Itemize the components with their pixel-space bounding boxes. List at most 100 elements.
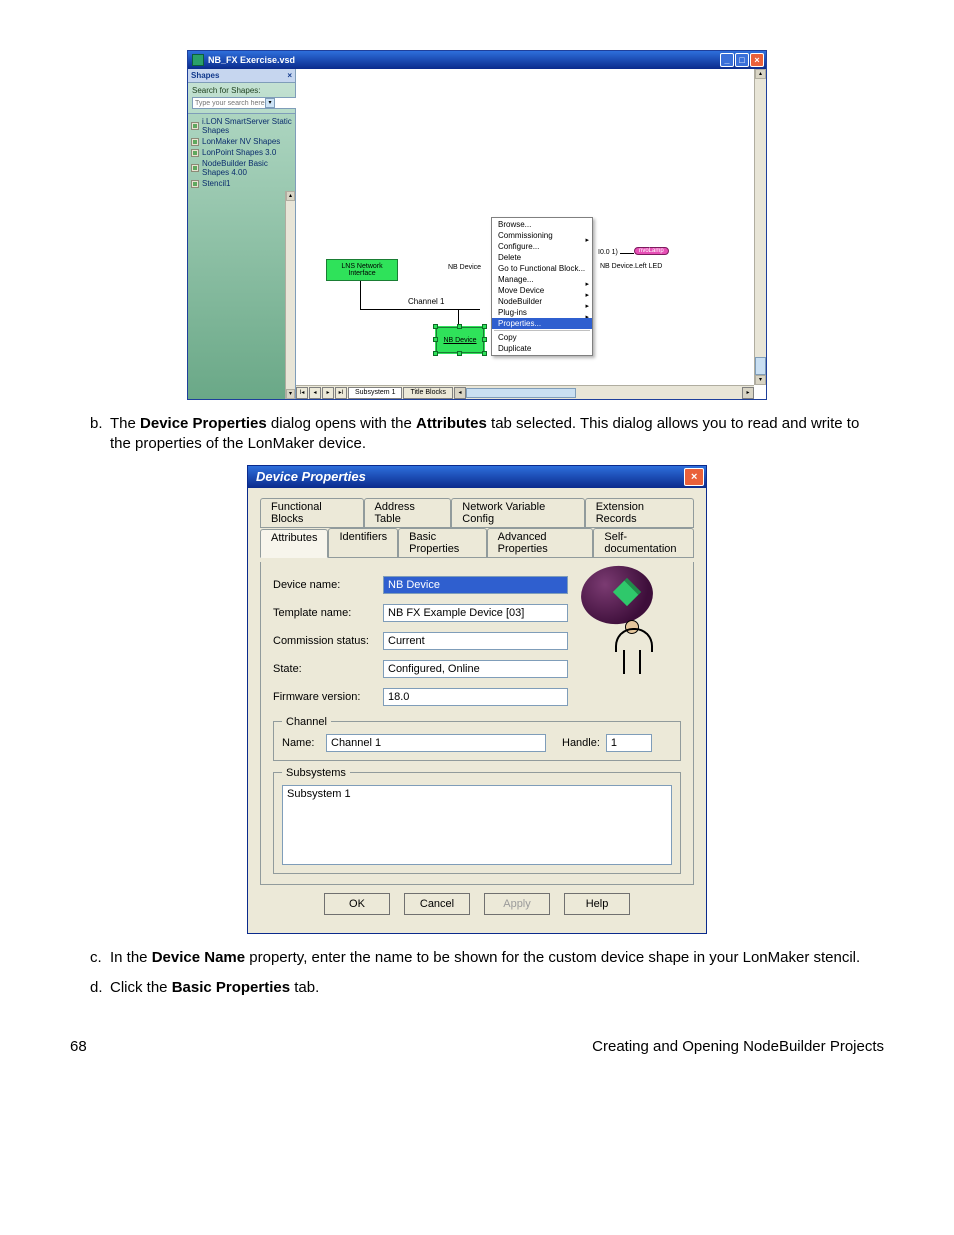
sheet-nav-next[interactable]: ▸: [322, 387, 334, 399]
resize-handle[interactable]: [482, 324, 487, 329]
scroll-thumb[interactable]: [466, 388, 576, 398]
device-name-input[interactable]: [383, 576, 568, 594]
scroll-up-icon[interactable]: ▴: [755, 69, 766, 79]
tab-attributes[interactable]: Attributes: [260, 529, 328, 558]
tab-self-doc[interactable]: Self-documentation: [593, 528, 694, 557]
resize-handle[interactable]: [482, 337, 487, 342]
tab-container: Functional Blocks Address Table Network …: [260, 498, 694, 558]
stencil-item[interactable]: LonMaker NV Shapes: [188, 136, 295, 147]
stencil-item[interactable]: i.LON SmartServer Static Shapes: [188, 116, 295, 136]
tab-functional-blocks[interactable]: Functional Blocks: [260, 498, 364, 527]
vertical-scrollbar[interactable]: ▴ ▾: [754, 69, 766, 385]
resize-handle[interactable]: [457, 351, 462, 356]
stencil-label: Stencil1: [202, 179, 230, 188]
ok-button[interactable]: OK: [324, 893, 390, 915]
minimize-button[interactable]: _: [720, 53, 734, 67]
template-name-input[interactable]: [383, 604, 568, 622]
tab-label: Network Variable Config: [462, 501, 545, 525]
resize-handle[interactable]: [433, 351, 438, 356]
tab-extension-records[interactable]: Extension Records: [585, 498, 694, 527]
commission-status-input[interactable]: [383, 632, 568, 650]
step-marker: c.: [90, 948, 110, 968]
stencil-item[interactable]: NodeBuilder Basic Shapes 4.00: [188, 158, 295, 178]
close-button[interactable]: ×: [750, 53, 764, 67]
stencil-icon: [191, 164, 199, 172]
help-button[interactable]: Help: [564, 893, 630, 915]
tab-identifiers[interactable]: Identifiers: [328, 528, 398, 557]
ctx-item-manage[interactable]: Manage...: [492, 274, 592, 285]
tab-address-table[interactable]: Address Table: [364, 498, 452, 527]
resize-handle[interactable]: [433, 324, 438, 329]
nv-pill[interactable]: nvoLamp: [634, 247, 669, 255]
shapes-scrollbar[interactable]: ▴ ▾: [285, 191, 295, 399]
stencil-icon: [191, 122, 199, 130]
shapes-search-area: Search for Shapes: ▾ →: [188, 83, 295, 114]
lns-interface-shape[interactable]: LNS Network Interface: [326, 259, 398, 281]
search-label: Search for Shapes:: [192, 86, 291, 95]
drawing-canvas[interactable]: LNS Network Interface NB Device Channel …: [296, 69, 766, 399]
ctx-item-plugins[interactable]: Plug-ins: [492, 307, 592, 318]
scroll-up-icon[interactable]: ▴: [286, 191, 295, 201]
ctx-item-duplicate[interactable]: Duplicate: [492, 343, 592, 354]
context-menu: Browse... Commissioning Configure... Del…: [491, 217, 593, 356]
ctx-item-goto-fb[interactable]: Go to Functional Block...: [492, 263, 592, 274]
state-input[interactable]: [383, 660, 568, 678]
tab-basic-properties[interactable]: Basic Properties: [398, 528, 486, 557]
visio-titlebar[interactable]: NB_FX Exercise.vsd _ □ ×: [188, 51, 766, 69]
ctx-label: NodeBuilder: [498, 297, 542, 306]
dialog-button-row: OK Cancel Apply Help: [260, 885, 694, 925]
search-dropdown-icon[interactable]: ▾: [265, 98, 275, 108]
sheet-nav-prev[interactable]: ◂: [309, 387, 321, 399]
tab-nv-config[interactable]: Network Variable Config: [451, 498, 584, 527]
channel-group: Channel Name: Handle:: [273, 716, 681, 761]
tab-label: Extension Records: [596, 501, 644, 525]
resize-handle[interactable]: [457, 324, 462, 329]
scroll-right-icon[interactable]: ▸: [742, 387, 754, 399]
ctx-item-browse[interactable]: Browse...: [492, 219, 592, 230]
sheet-nav-last[interactable]: ▸I: [335, 387, 347, 399]
ctx-item-nodebuilder[interactable]: NodeBuilder: [492, 296, 592, 307]
scroll-down-icon[interactable]: ▾: [286, 389, 295, 399]
nb-device-label: NB Device: [448, 264, 481, 271]
scroll-thumb[interactable]: [755, 357, 766, 375]
ctx-separator: [494, 330, 590, 331]
resize-handle[interactable]: [482, 351, 487, 356]
maximize-button[interactable]: □: [735, 53, 749, 67]
stencil-item[interactable]: Stencil1: [188, 178, 295, 189]
sheet-tab[interactable]: Title Blocks: [403, 387, 453, 399]
subsystems-list[interactable]: Subsystem 1: [282, 785, 672, 865]
cancel-button[interactable]: Cancel: [404, 893, 470, 915]
state-label: State:: [273, 663, 383, 675]
commission-status-label: Commission status:: [273, 635, 383, 647]
scroll-left-icon[interactable]: ◂: [454, 387, 466, 399]
apply-button[interactable]: Apply: [484, 893, 550, 915]
dialog-titlebar[interactable]: Device Properties ×: [248, 466, 706, 488]
shapes-pane-header: Shapes ×: [188, 69, 295, 83]
scroll-down-icon[interactable]: ▾: [755, 375, 766, 385]
ctx-item-configure[interactable]: Configure...: [492, 241, 592, 252]
stencil-item[interactable]: LonPoint Shapes 3.0: [188, 147, 295, 158]
subsystems-item[interactable]: Subsystem 1: [287, 788, 667, 800]
ctx-item-delete[interactable]: Delete: [492, 252, 592, 263]
ctx-label: Duplicate: [498, 344, 531, 353]
tab-label: Attributes: [271, 532, 317, 544]
ctx-item-move[interactable]: Move Device: [492, 285, 592, 296]
ctx-label: Move Device: [498, 286, 544, 295]
resize-handle[interactable]: [433, 337, 438, 342]
sheet-tab-active[interactable]: Subsystem 1: [348, 387, 402, 399]
ctx-item-properties[interactable]: Properties...: [492, 318, 592, 329]
ctx-item-commissioning[interactable]: Commissioning: [492, 230, 592, 241]
channel-name-input[interactable]: [326, 734, 546, 752]
channel-handle-input[interactable]: [606, 734, 652, 752]
shapes-search-input[interactable]: [192, 97, 299, 109]
ctx-item-copy[interactable]: Copy: [492, 332, 592, 343]
tab-advanced-properties[interactable]: Advanced Properties: [487, 528, 594, 557]
shapes-pane-close-icon[interactable]: ×: [287, 71, 292, 80]
subsystems-group: Subsystems Subsystem 1: [273, 767, 681, 874]
dialog-close-button[interactable]: ×: [684, 468, 704, 486]
tab-label: Functional Blocks: [271, 501, 322, 525]
sheet-nav-first[interactable]: I◂: [296, 387, 308, 399]
horizontal-scrollbar[interactable]: I◂ ◂ ▸ ▸I Subsystem 1 Title Blocks ◂ ▸: [296, 385, 754, 399]
firmware-input[interactable]: [383, 688, 568, 706]
nb-device-shape-selected[interactable]: NB Device: [436, 327, 484, 353]
